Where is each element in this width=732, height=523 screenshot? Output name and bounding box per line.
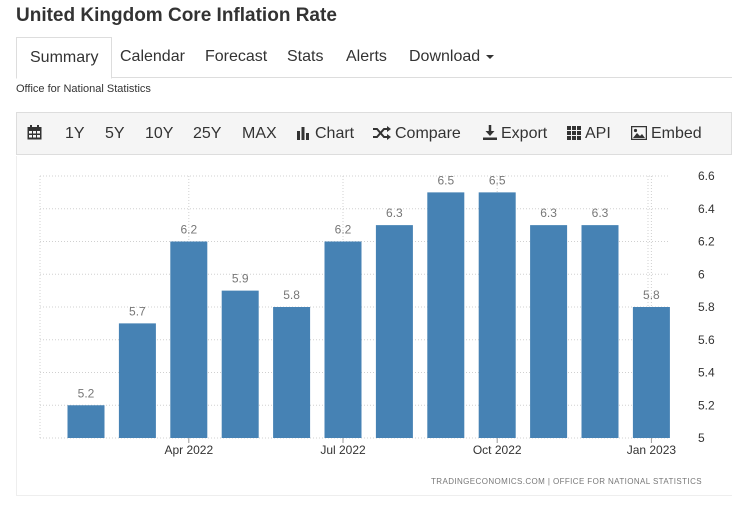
x-tick-label: Jan 2023: [627, 443, 677, 457]
tab-download-label: Download: [409, 48, 481, 65]
bar-jul-2022: [324, 241, 362, 438]
tab-bar: Summary Calendar Forecast Stats Alerts D…: [16, 37, 732, 79]
bar-dec-2022: [581, 225, 619, 438]
bar-value-label: 6.2: [180, 223, 197, 237]
api-button-label: API: [585, 125, 611, 142]
bar-may-2022: [221, 290, 259, 438]
y-tick-label: 6.4: [698, 202, 715, 216]
y-tick-label: 5.8: [698, 300, 715, 314]
bar-value-label: 6.3: [540, 206, 557, 220]
range-25y-button[interactable]: 25Y: [193, 125, 222, 142]
tab-download[interactable]: Download: [409, 37, 495, 77]
tab-forecast[interactable]: Forecast: [205, 48, 268, 65]
x-tick-label: Oct 2022: [473, 443, 522, 457]
shuffle-icon: [373, 126, 391, 140]
tab-calendar[interactable]: Calendar: [120, 48, 185, 65]
bar-sep-2022: [427, 192, 465, 438]
chart-toolbar: 1Y 5Y 10Y 25Y MAX Chart Compare Export A…: [16, 112, 732, 155]
range-5y-button[interactable]: 5Y: [105, 125, 125, 142]
bar-mar-2022: [118, 323, 156, 438]
bar-value-label: 5.9: [232, 272, 249, 286]
embed-button-label: Embed: [651, 125, 702, 142]
range-1y-button[interactable]: 1Y: [65, 125, 85, 142]
bar-value-label: 6.5: [489, 173, 506, 187]
bar-jun-2022: [273, 307, 311, 438]
tab-stats[interactable]: Stats: [287, 48, 324, 65]
export-button[interactable]: Export: [483, 113, 547, 154]
calendar-icon[interactable]: [27, 113, 46, 154]
download-icon: [483, 125, 497, 140]
x-tick-label: Jul 2022: [320, 443, 366, 457]
x-tick-label: Apr 2022: [164, 443, 213, 457]
chart-watermark: TRADINGECONOMICS.COM | OFFICE FOR NATION…: [431, 477, 702, 486]
y-tick-label: 5.4: [698, 366, 715, 380]
bar-apr-2022: [170, 241, 208, 438]
bar-jan-2023: [632, 307, 670, 438]
bar-feb-2022: [67, 405, 105, 438]
grid-icon: [567, 126, 581, 140]
api-button[interactable]: API: [567, 113, 611, 154]
y-tick-label: 5: [698, 431, 705, 445]
bar-value-label: 6.3: [592, 206, 609, 220]
y-tick-label: 5.6: [698, 333, 715, 347]
bar-value-label: 5.2: [78, 386, 95, 400]
y-tick-label: 6.2: [698, 235, 715, 249]
bar-value-label: 5.8: [643, 288, 660, 302]
page-title: United Kingdom Core Inflation Rate: [16, 5, 337, 26]
bar-nov-2022: [530, 225, 568, 438]
caret-down-icon: [486, 54, 495, 59]
image-icon: [630, 125, 648, 141]
export-button-label: Export: [501, 125, 548, 142]
tab-alerts[interactable]: Alerts: [346, 48, 387, 65]
bar-value-label: 6.3: [386, 206, 403, 220]
bar-value-label: 5.7: [129, 304, 146, 318]
embed-button[interactable]: Embed: [630, 113, 702, 154]
y-tick-label: 6.6: [698, 169, 715, 183]
y-tick-label: 5.2: [698, 398, 715, 412]
bar-oct-2022: [478, 192, 516, 438]
y-tick-label: 6: [698, 267, 705, 281]
bar-aug-2022: [375, 225, 413, 438]
bar-value-label: 6.2: [335, 223, 352, 237]
bar-chart-icon: [297, 127, 309, 140]
compare-button[interactable]: Compare: [373, 113, 461, 154]
core-inflation-bar-chart: 5 5.2 5.4 5.6 5.8 6 6.2 6.4 6.6 5.2 5.7 6.2 5.9 5.8 6.…: [39, 169, 715, 486]
bar-value-label: 5.8: [283, 288, 300, 302]
bar-value-label: 6.5: [437, 173, 454, 187]
range-10y-button[interactable]: 10Y: [145, 125, 174, 142]
chart-button[interactable]: Chart: [297, 113, 354, 154]
chart-panel: [16, 156, 732, 496]
range-max-button[interactable]: MAX: [242, 125, 277, 142]
source-label: Office for National Statistics: [16, 83, 151, 95]
chart-button-label: Chart: [315, 125, 355, 142]
compare-button-label: Compare: [395, 125, 461, 142]
tab-summary[interactable]: Summary: [16, 37, 113, 79]
